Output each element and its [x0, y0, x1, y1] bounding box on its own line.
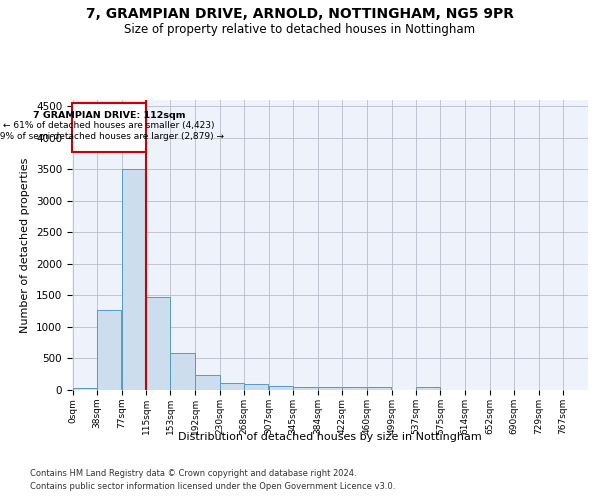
Bar — [293, 387, 317, 390]
Bar — [170, 354, 195, 390]
Bar — [318, 386, 343, 390]
Text: Contains HM Land Registry data © Crown copyright and database right 2024.: Contains HM Land Registry data © Crown c… — [30, 468, 356, 477]
Bar — [220, 383, 244, 390]
Bar — [269, 386, 293, 390]
Bar — [146, 296, 170, 390]
Text: ← 61% of detached houses are smaller (4,423): ← 61% of detached houses are smaller (4,… — [4, 121, 215, 130]
Text: Distribution of detached houses by size in Nottingham: Distribution of detached houses by size … — [178, 432, 482, 442]
Text: 7, GRAMPIAN DRIVE, ARNOLD, NOTTINGHAM, NG5 9PR: 7, GRAMPIAN DRIVE, ARNOLD, NOTTINGHAM, N… — [86, 8, 514, 22]
FancyBboxPatch shape — [72, 103, 146, 152]
Bar — [244, 384, 268, 390]
Text: 39% of semi-detached houses are larger (2,879) →: 39% of semi-detached houses are larger (… — [0, 132, 224, 140]
Bar — [97, 310, 121, 390]
Y-axis label: Number of detached properties: Number of detached properties — [20, 158, 31, 332]
Bar — [122, 170, 146, 390]
Bar — [367, 387, 391, 390]
Text: 7 GRAMPIAN DRIVE: 112sqm: 7 GRAMPIAN DRIVE: 112sqm — [33, 112, 185, 120]
Bar — [343, 387, 367, 390]
Text: Size of property relative to detached houses in Nottingham: Size of property relative to detached ho… — [124, 22, 476, 36]
Bar — [416, 387, 440, 390]
Text: Contains public sector information licensed under the Open Government Licence v3: Contains public sector information licen… — [30, 482, 395, 491]
Bar — [73, 388, 97, 390]
Bar — [196, 375, 220, 390]
